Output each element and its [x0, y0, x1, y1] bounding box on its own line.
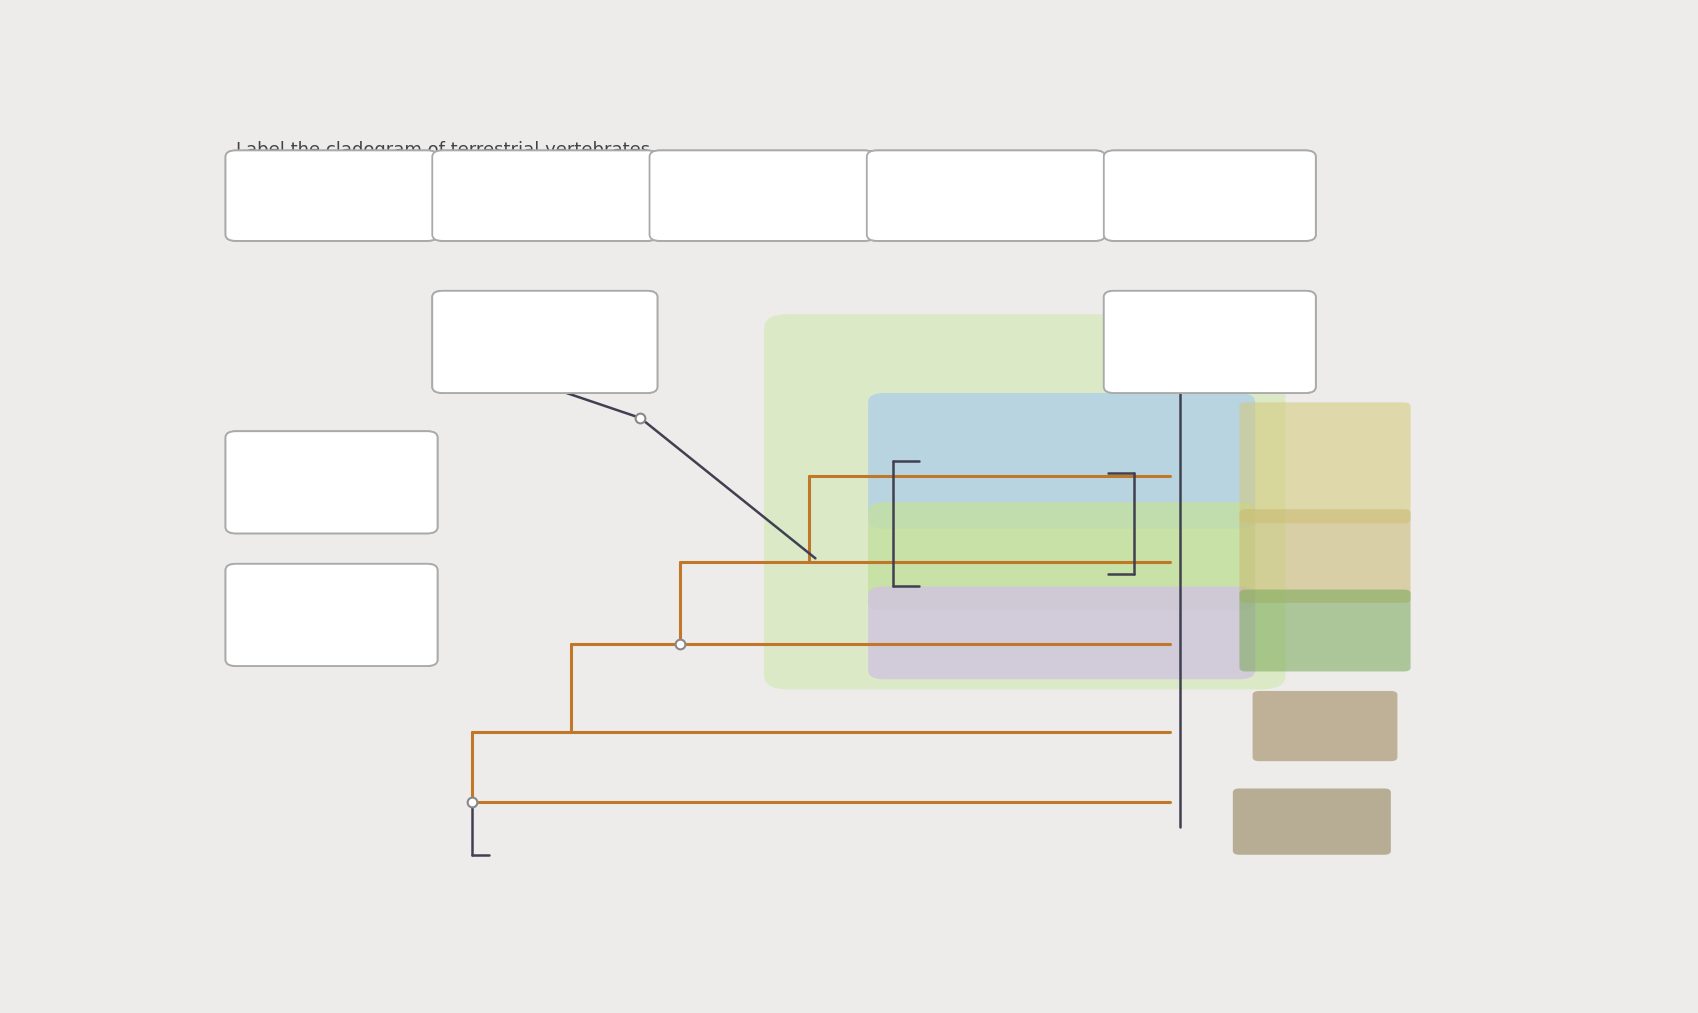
Text: Label the cladogram of terrestrial vertebrates.: Label the cladogram of terrestrial verte…: [236, 141, 655, 159]
Text: Common ancestor of
mammals, reptiles,
and birds: Common ancestor of mammals, reptiles, an…: [700, 174, 824, 217]
Text: Reptiles (not a clade): Reptiles (not a clade): [268, 189, 394, 203]
FancyBboxPatch shape: [226, 564, 438, 666]
Text: Taxon that shares more
derived characters with
snakes and lizards than
with mamm: Taxon that shares more derived character…: [915, 167, 1056, 225]
Text: Taxon that shares more
derived characters with
snakes and lizards than
with mamm: Taxon that shares more derived character…: [915, 167, 1056, 225]
FancyBboxPatch shape: [1240, 510, 1409, 603]
FancyBboxPatch shape: [1233, 788, 1391, 855]
FancyBboxPatch shape: [226, 564, 438, 666]
FancyBboxPatch shape: [431, 291, 657, 393]
FancyBboxPatch shape: [431, 291, 657, 393]
FancyBboxPatch shape: [1240, 590, 1409, 672]
Text: Common ancestor of
mammals, reptiles,
and birds: Common ancestor of mammals, reptiles, an…: [700, 174, 824, 217]
Text: Clade (birds and
dinosaurs): Clade (birds and dinosaurs): [1160, 181, 1258, 210]
FancyBboxPatch shape: [1104, 291, 1314, 393]
FancyBboxPatch shape: [226, 150, 438, 241]
FancyBboxPatch shape: [1104, 150, 1314, 241]
FancyBboxPatch shape: [868, 502, 1255, 611]
FancyBboxPatch shape: [866, 150, 1104, 241]
FancyBboxPatch shape: [431, 150, 657, 241]
FancyBboxPatch shape: [764, 314, 1285, 690]
FancyBboxPatch shape: [649, 150, 874, 241]
FancyBboxPatch shape: [1240, 402, 1409, 524]
FancyBboxPatch shape: [226, 432, 438, 534]
FancyBboxPatch shape: [1104, 150, 1314, 241]
Text: Clade (birds and
dinosaurs): Clade (birds and dinosaurs): [1160, 181, 1258, 210]
FancyBboxPatch shape: [866, 150, 1104, 241]
Text: Common ancestor of
birds, crocodiles, and
dinosaurs: Common ancestor of birds, crocodiles, an…: [482, 174, 608, 217]
FancyBboxPatch shape: [226, 150, 438, 241]
FancyBboxPatch shape: [868, 393, 1255, 529]
FancyBboxPatch shape: [1251, 691, 1397, 761]
FancyBboxPatch shape: [868, 587, 1255, 680]
Text: Reptiles (not a clade): Reptiles (not a clade): [268, 189, 394, 203]
FancyBboxPatch shape: [649, 150, 874, 241]
FancyBboxPatch shape: [1104, 291, 1314, 393]
FancyBboxPatch shape: [431, 150, 657, 241]
Text: Common ancestor of
birds, crocodiles, and
dinosaurs: Common ancestor of birds, crocodiles, an…: [482, 174, 608, 217]
FancyBboxPatch shape: [226, 432, 438, 534]
